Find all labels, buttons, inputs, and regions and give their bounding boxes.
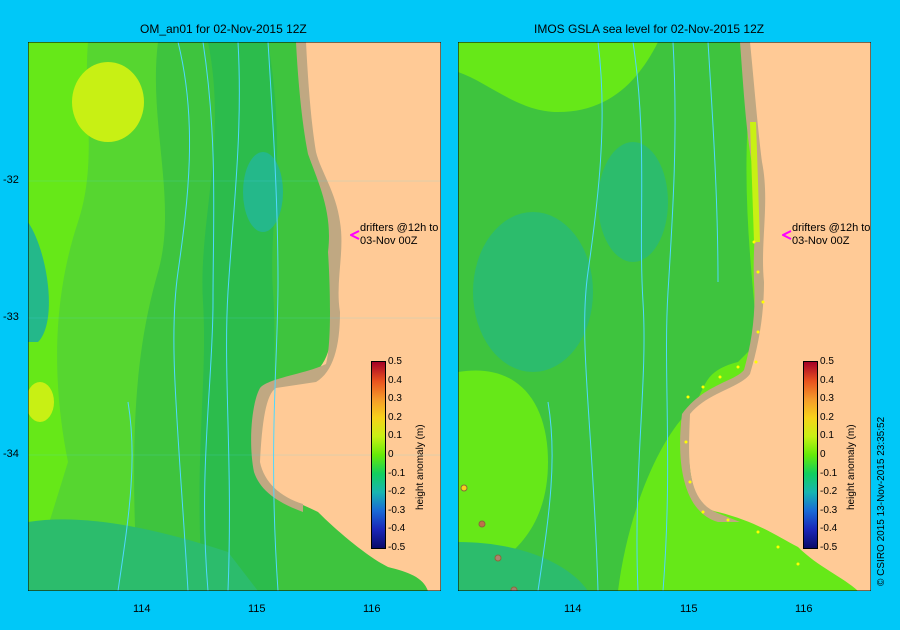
left-colorbar-label: 0.3 — [388, 393, 402, 405]
left-drifter-line1: drifters @12h to — [360, 222, 439, 234]
right-colorbar-label: -0.2 — [820, 486, 838, 498]
left-colorbar-label: 0 — [388, 449, 394, 460]
right-colorbar-label: -0.5 — [820, 542, 838, 553]
drifter-arrow-icon — [782, 230, 792, 240]
right-colorbar-label: 0.4 — [820, 374, 834, 386]
right-colorbar-label: 0.1 — [820, 430, 834, 442]
x-tick-right-2: 116 — [795, 603, 813, 615]
right-panel-title: IMOS GSLA sea level for 02-Nov-2015 12Z — [534, 22, 765, 36]
left-colorbar-label: -0.4 — [388, 523, 406, 535]
right-drifter-annotation: drifters @12h to 03-Nov 00Z — [792, 222, 870, 248]
right-colorbar-label: 0.5 — [820, 356, 834, 367]
left-colorbar-label: -0.2 — [388, 486, 406, 498]
right-colorbar-label: -0.3 — [820, 504, 838, 516]
left-panel-title: OM_an01 for 02-Nov-2015 12Z — [140, 22, 307, 36]
drifter-arrow-icon — [350, 230, 360, 240]
x-tick-left-0: 114 — [133, 603, 151, 615]
left-colorbar-title: height anomaly (m) — [415, 424, 426, 510]
left-colorbar-label: 0.5 — [388, 356, 402, 367]
left-colorbar-label: 0.1 — [388, 430, 402, 442]
left-colorbar-label: -0.3 — [388, 504, 406, 516]
right-drifter-line1: drifters @12h to — [792, 222, 871, 234]
right-colorbar-label: -0.4 — [820, 523, 838, 535]
x-tick-right-1: 115 — [680, 603, 698, 615]
right-colorbar — [803, 361, 818, 549]
right-drifter-line2: 03-Nov 00Z — [792, 235, 850, 247]
x-tick-right-0: 114 — [564, 603, 582, 615]
left-colorbar — [371, 361, 386, 549]
left-map — [28, 42, 441, 591]
left-colorbar-label: -0.5 — [388, 542, 406, 553]
left-drifter-annotation: drifters @12h to 03-Nov 00Z — [360, 222, 438, 248]
right-colorbar-label: 0.3 — [820, 393, 834, 405]
left-colorbar-label: -0.1 — [388, 467, 406, 479]
x-tick-left-1: 115 — [248, 603, 266, 615]
right-colorbar-label: -0.1 — [820, 467, 838, 479]
credit-text: © CSIRO 2015 13-Nov-2015 23:35:52 — [876, 416, 887, 586]
right-colorbar-label: 0.2 — [820, 411, 834, 423]
left-colorbar-label: 0.2 — [388, 411, 402, 423]
y-tick-left-1: -33 — [3, 311, 19, 323]
right-colorbar-label: 0 — [820, 449, 826, 460]
right-colorbar-title: height anomaly (m) — [846, 424, 857, 510]
y-tick-left-2: -34 — [3, 448, 19, 460]
left-drifter-line2: 03-Nov 00Z — [360, 235, 418, 247]
left-colorbar-label: 0.4 — [388, 374, 402, 386]
x-tick-left-2: 116 — [363, 603, 381, 615]
y-tick-left-0: -32 — [3, 174, 19, 186]
